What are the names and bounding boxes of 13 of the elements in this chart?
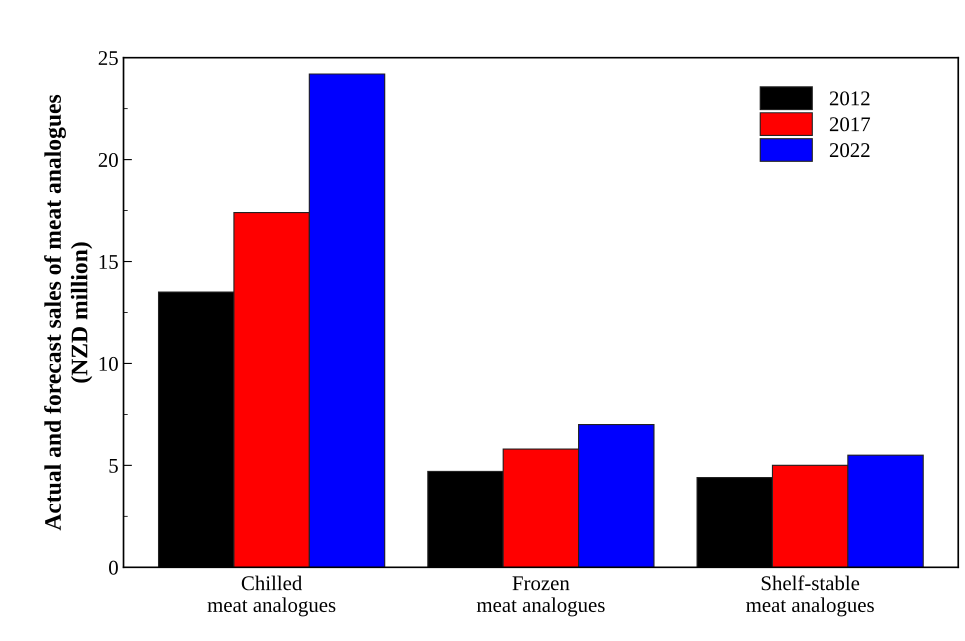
x-tick-label: Frozen meat analogues bbox=[476, 576, 605, 616]
y-tick-label: 5 bbox=[109, 458, 118, 473]
y-axis-title: Actual and forecast sales of meat analogues (NZD million) bbox=[44, 94, 92, 530]
legend-label: 2017 bbox=[830, 117, 870, 132]
y-tick-label: 0 bbox=[109, 560, 118, 575]
y-tick-label: 10 bbox=[100, 356, 118, 371]
y-tick-label: 15 bbox=[100, 255, 118, 269]
y-tick-label: 20 bbox=[98, 152, 118, 168]
legend-label: 2022 bbox=[830, 143, 870, 158]
x-tick-label: Shelf-stable meat analogues bbox=[746, 575, 874, 616]
y-tick-label: 25 bbox=[98, 51, 118, 66]
legend-label: 2012 bbox=[830, 91, 870, 106]
x-tick-label: Chilled meat analogues bbox=[208, 576, 336, 616]
